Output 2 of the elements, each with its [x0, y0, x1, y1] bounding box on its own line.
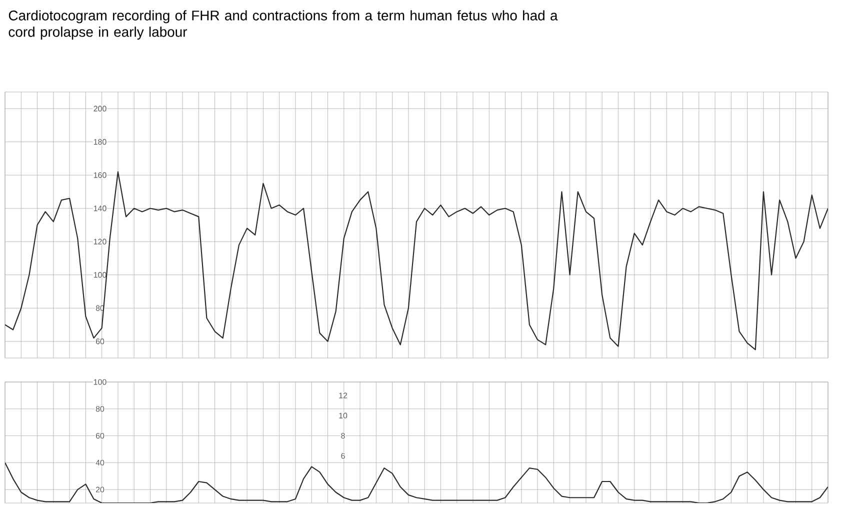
line-series	[5, 171, 828, 350]
chart-title: Cardiotocogram recording of FHR and contractions from a term human fetus who had a cord prolapse in early labour	[8, 10, 558, 40]
